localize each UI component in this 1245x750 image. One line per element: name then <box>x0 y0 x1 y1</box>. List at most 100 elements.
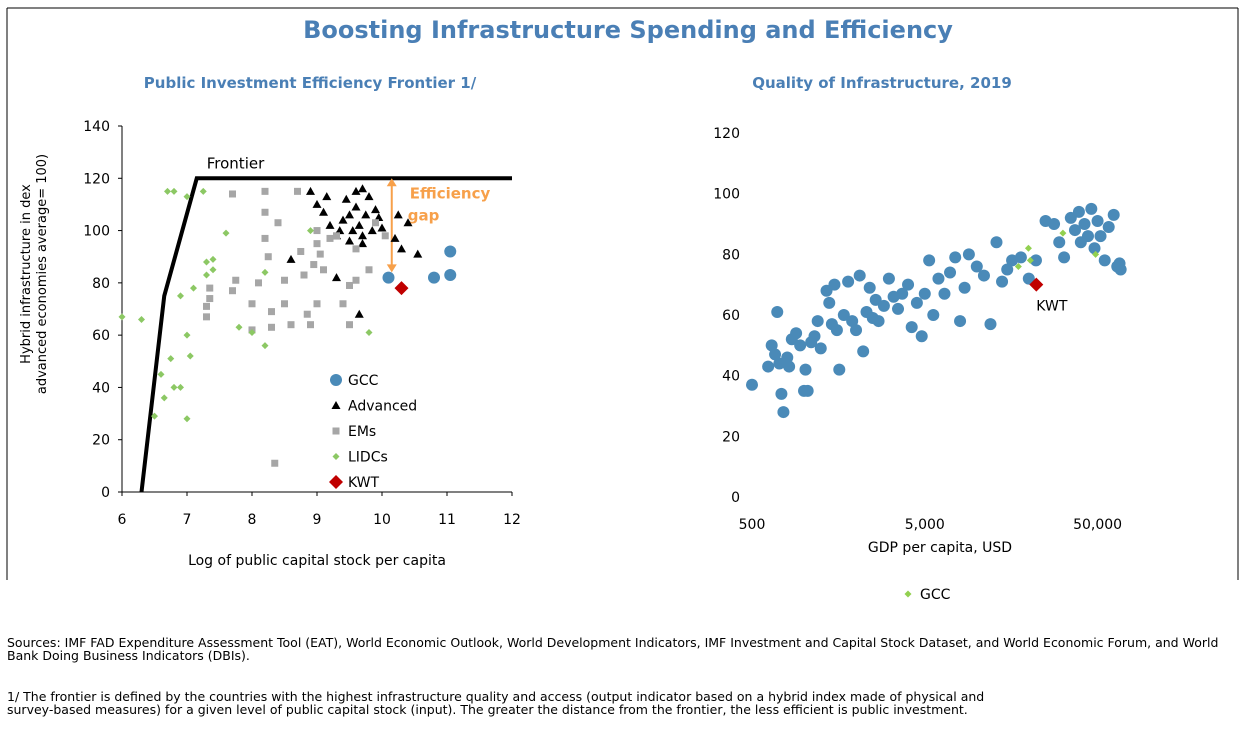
point <box>203 258 210 266</box>
point <box>382 271 395 284</box>
point <box>167 355 175 363</box>
point <box>790 327 803 340</box>
point <box>428 271 440 284</box>
y-tick-label: 80 <box>722 247 740 263</box>
point <box>203 313 210 321</box>
point <box>268 308 275 316</box>
point <box>313 240 321 248</box>
y-tick-label: 140 <box>83 119 110 135</box>
point <box>777 406 790 419</box>
point <box>235 323 243 331</box>
point <box>397 244 406 253</box>
y-axis-label: advanced economies average= 100) <box>35 154 50 394</box>
x-tick-label: 12 <box>503 512 521 528</box>
point <box>326 234 334 242</box>
point <box>954 315 967 328</box>
point <box>1026 256 1034 264</box>
point <box>1029 277 1044 292</box>
point <box>828 278 841 291</box>
point <box>341 194 351 203</box>
point <box>332 273 341 282</box>
point <box>1102 221 1115 234</box>
point <box>138 315 145 323</box>
y-tick-label: 40 <box>722 369 740 385</box>
point <box>358 231 367 240</box>
point <box>413 249 423 258</box>
point <box>746 378 758 391</box>
point <box>1022 272 1035 285</box>
point <box>783 360 796 373</box>
point <box>1014 251 1027 264</box>
legend-marker <box>332 453 340 460</box>
point <box>374 213 384 221</box>
x-axis-label: Log of public capital stock per capita <box>188 553 446 569</box>
y-tick-label: 60 <box>722 308 740 324</box>
point <box>762 360 775 373</box>
point <box>896 287 909 300</box>
point <box>186 352 194 360</box>
point <box>352 276 360 284</box>
point <box>996 275 1009 288</box>
point <box>984 318 997 331</box>
point <box>307 227 314 235</box>
legend-marker <box>329 475 343 489</box>
point <box>345 236 354 245</box>
point <box>255 279 262 287</box>
point <box>338 215 348 224</box>
point <box>872 315 885 328</box>
point <box>229 190 236 198</box>
point <box>209 266 217 274</box>
point <box>830 324 843 337</box>
point <box>118 313 126 321</box>
point <box>444 245 457 258</box>
point <box>1088 242 1101 255</box>
point <box>801 384 814 397</box>
point <box>381 232 389 240</box>
point <box>287 321 295 329</box>
point <box>346 281 353 289</box>
point <box>322 192 332 201</box>
point <box>261 268 269 276</box>
point <box>915 330 928 343</box>
point <box>190 284 197 292</box>
point <box>294 187 301 195</box>
point <box>990 236 1003 249</box>
point <box>377 223 387 232</box>
point <box>354 309 364 318</box>
point <box>261 234 269 242</box>
point <box>319 207 328 216</box>
point <box>1014 262 1022 270</box>
point <box>371 205 380 214</box>
gap-arrow-head <box>386 264 397 273</box>
x-tick-label: 500 <box>739 517 766 533</box>
point <box>170 187 178 195</box>
point <box>394 281 409 296</box>
point <box>271 459 279 467</box>
legend-marker <box>331 401 341 409</box>
point <box>354 220 364 229</box>
point <box>300 271 308 279</box>
point <box>199 187 207 195</box>
point <box>1072 205 1085 218</box>
point <box>183 331 191 339</box>
point <box>367 226 377 235</box>
point <box>320 266 327 274</box>
point <box>170 383 178 391</box>
point <box>902 278 915 291</box>
point <box>853 269 866 282</box>
point <box>365 266 373 274</box>
point <box>932 272 945 285</box>
y-tick-label: 120 <box>713 126 740 142</box>
x-tick-label: 6 <box>118 512 127 528</box>
point <box>781 351 794 364</box>
x-tick-label: 10 <box>373 512 391 528</box>
point <box>1107 208 1120 221</box>
point <box>799 363 812 376</box>
point <box>209 255 217 263</box>
x-tick-label: 5,000 <box>905 517 945 533</box>
legend-marker <box>904 590 912 598</box>
point <box>164 187 171 195</box>
footnote: 1/ The frontier is defined by the countr… <box>7 689 985 717</box>
point <box>1085 202 1098 215</box>
point <box>771 305 784 318</box>
